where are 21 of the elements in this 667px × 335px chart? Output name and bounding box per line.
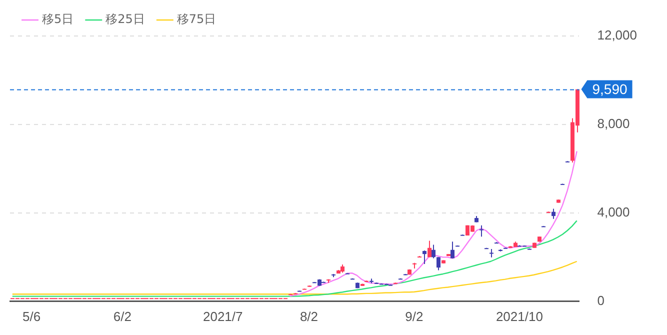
- x-tick-label: 8/2: [300, 308, 318, 324]
- y-tick-label: 4,000: [597, 204, 630, 220]
- y-tick-label: 0: [597, 292, 604, 308]
- candlestick: [450, 241, 454, 259]
- y-tick-label: 8,000: [597, 116, 630, 132]
- candlestick: [428, 240, 432, 258]
- candlestick: [552, 208, 556, 220]
- y-tick-label: 12,000: [597, 28, 638, 43]
- x-tick-label: 2021/10: [496, 308, 543, 324]
- candlestick: [480, 224, 484, 238]
- x-tick-label: 5/6: [22, 308, 41, 324]
- ref-line-label: 9,590: [592, 81, 628, 98]
- legend-label: 移25日: [106, 12, 145, 26]
- x-tick-label: 2021/7: [202, 308, 243, 324]
- legend-label: 移75日: [176, 12, 216, 26]
- x-tick-label: 6/2: [113, 308, 132, 324]
- candlestick: [422, 250, 426, 265]
- candlestick: [432, 244, 436, 259]
- legend-label: 移5日: [42, 12, 74, 26]
- x-tick-label: 9/2: [405, 308, 424, 324]
- candlestick: [436, 256, 440, 271]
